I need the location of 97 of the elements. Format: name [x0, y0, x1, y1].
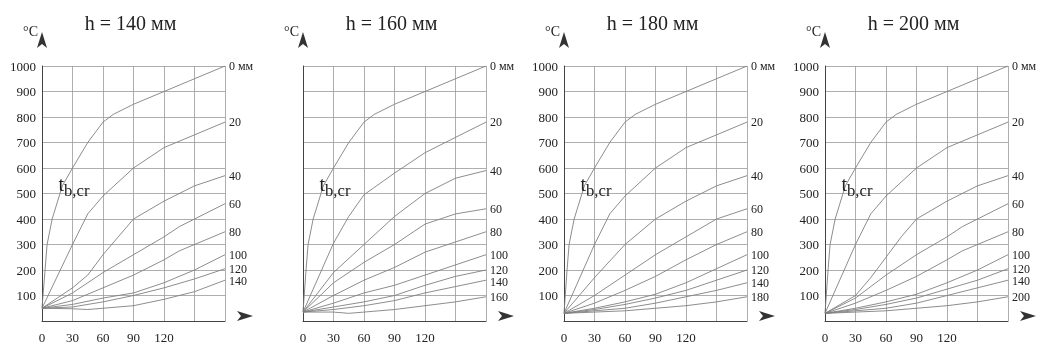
annotation: t$_{b,cr}$ [58, 171, 90, 202]
y-tick-label: 200 [799, 262, 819, 278]
series-label: 0 мм [490, 59, 515, 73]
series-label: 140 [490, 275, 508, 289]
series-label: 100 [490, 247, 508, 262]
series-label: 20 [490, 115, 502, 130]
series-label: 80 [1012, 224, 1024, 239]
chart-title: h = 180 мм [606, 12, 699, 34]
series-label: 180 [751, 289, 769, 304]
y-tick-label: 300 [538, 237, 558, 252]
x-tick-label: 90 [649, 330, 662, 345]
series-label: 20 [1012, 115, 1024, 130]
y-tick-label: 100 [799, 288, 819, 303]
y-tick-label: 700 [799, 135, 819, 150]
annotation: t$_{b,cr}$ [580, 171, 612, 202]
y-tick-label: 900 [16, 84, 36, 99]
y-tick-label: 700 [16, 135, 36, 150]
y-axis-title: °C [23, 23, 38, 39]
x-tick-label: 0 [560, 330, 568, 345]
y-tick-label: 200 [16, 262, 36, 278]
y-tick-label: 600 [16, 160, 36, 176]
series-label: 160 [490, 289, 508, 304]
y-tick-label: 800 [538, 109, 558, 125]
y-tick-label: 600 [799, 160, 819, 176]
series-label: 20 [229, 115, 241, 130]
series-label: 0 мм [1012, 59, 1037, 73]
x-tick-label: 90 [127, 330, 140, 345]
series-label: 120 [229, 261, 247, 276]
y-tick-label: 300 [16, 237, 36, 252]
series-label: 40 [490, 163, 502, 178]
y-axis-title: °C [284, 23, 299, 39]
series-label: 120 [751, 263, 769, 277]
y-tick-label: 500 [538, 186, 558, 201]
x-tick-label: 30 [849, 330, 862, 345]
series-label: 80 [751, 224, 763, 239]
series-label: 140 [751, 275, 769, 290]
y-tick-label: 1000 [532, 58, 558, 74]
x-tick-label: 30 [327, 330, 340, 345]
x-tick-label: 0 [821, 330, 829, 345]
series-label: 40 [229, 168, 241, 183]
chart-title: h = 200 мм [867, 12, 960, 34]
y-tick-label: 400 [799, 211, 819, 227]
x-tick-label: 60 [357, 330, 371, 345]
series-label: 0 мм [751, 59, 776, 73]
x-tick-label: 120 [154, 330, 174, 345]
series-label: 120 [490, 263, 508, 277]
y-tick-label: 900 [538, 84, 558, 99]
series-label: 140 [229, 273, 247, 288]
chart-title: h = 160 мм [345, 12, 438, 34]
x-tick-label: 90 [910, 330, 923, 345]
y-tick-label: 1000 [793, 58, 819, 74]
annotation: t$_{b,cr}$ [841, 171, 873, 202]
x-tick-label: 90 [388, 330, 401, 345]
series-label: 80 [490, 224, 502, 239]
x-tick-label: 0 [38, 330, 46, 345]
y-tick-label: 700 [538, 135, 558, 150]
x-tick-label: 0 [299, 330, 307, 345]
y-tick-label: 600 [538, 160, 558, 176]
y-axis-title: °C [545, 23, 560, 39]
series-label: 20 [751, 115, 763, 130]
series-label: 40 [1012, 168, 1024, 183]
series-label: 100 [751, 247, 769, 262]
y-tick-label: 1000 [10, 58, 36, 74]
x-tick-label: 120 [415, 330, 435, 345]
x-tick-label: 120 [937, 330, 957, 345]
y-tick-label: 800 [16, 109, 36, 125]
series-label: 80 [229, 224, 241, 239]
y-tick-label: 100 [538, 288, 558, 303]
x-tick-label: 120 [676, 330, 696, 345]
series-label: 60 [1012, 196, 1024, 211]
x-tick-label: 30 [588, 330, 601, 345]
y-tick-label: 200 [538, 262, 558, 278]
x-tick-label: 30 [66, 330, 79, 345]
y-tick-label: 300 [799, 237, 819, 252]
series-label: 60 [229, 196, 241, 211]
y-tick-label: 400 [16, 211, 36, 227]
series-label: 140 [1012, 273, 1030, 288]
x-tick-label: 60 [879, 330, 893, 345]
y-tick-label: 800 [799, 109, 819, 125]
y-tick-label: 100 [16, 288, 36, 303]
series-label: 100 [229, 247, 247, 262]
y-tick-label: 400 [538, 211, 558, 227]
chart-title: h = 140 мм [84, 12, 177, 34]
series-label: 100 [1012, 247, 1030, 262]
series-label: 60 [751, 201, 763, 216]
y-tick-label: 900 [799, 84, 819, 99]
y-axis-title: °C [806, 23, 821, 39]
series-label: 0 мм [229, 59, 254, 73]
y-tick-label: 500 [799, 186, 819, 201]
y-tick-label: 500 [16, 186, 36, 201]
series-label: 120 [1012, 261, 1030, 276]
series-label: 60 [490, 201, 502, 216]
x-tick-label: 60 [96, 330, 110, 345]
series-label: 200 [1012, 289, 1030, 304]
series-label: 40 [751, 168, 763, 183]
annotation: t$_{b,cr}$ [319, 171, 351, 202]
x-tick-label: 60 [618, 330, 632, 345]
